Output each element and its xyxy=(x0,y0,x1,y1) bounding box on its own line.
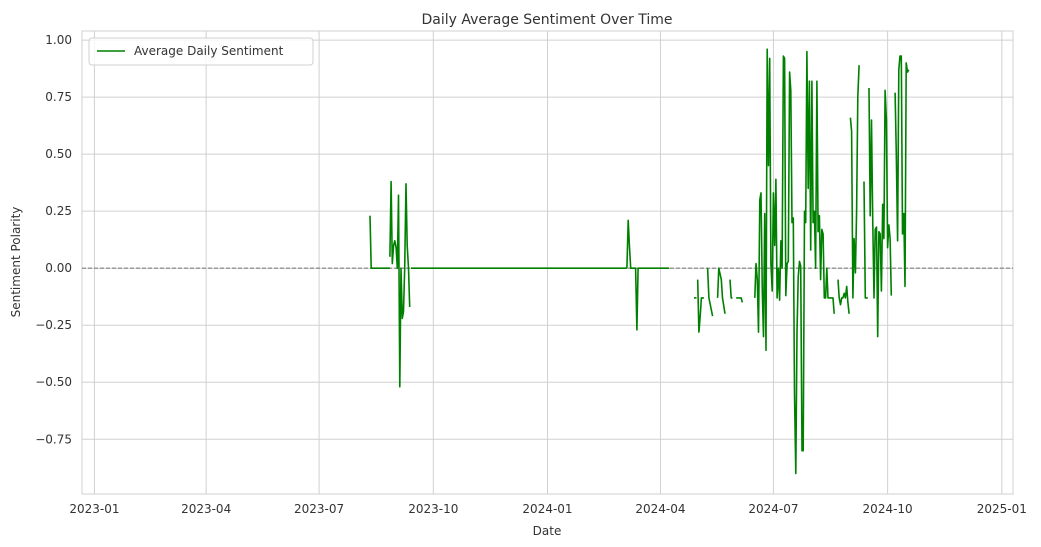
series-segment xyxy=(626,219,670,331)
series-segment xyxy=(706,268,714,317)
series-segment xyxy=(894,55,910,288)
tick-labels: 2023-01 2023-04 2023-07 2023-10 2024-01 2024-… xyxy=(35,33,1027,516)
y-tick-label: −0.75 xyxy=(35,432,72,446)
y-tick-label: 0.75 xyxy=(45,90,72,104)
legend-label: Average Daily Sentiment xyxy=(134,44,284,58)
series-segment xyxy=(863,181,868,299)
x-tick-label: 2024-04 xyxy=(635,502,685,516)
x-tick-label: 2023-07 xyxy=(294,502,344,516)
y-tick-label: 0.50 xyxy=(45,147,72,161)
series-segment xyxy=(849,65,860,299)
y-axis-title: Sentiment Polarity xyxy=(9,207,23,318)
series-segment xyxy=(868,87,893,338)
series-segment xyxy=(716,267,726,314)
legend-box xyxy=(88,37,314,66)
x-tick-label: 2023-04 xyxy=(181,502,231,516)
series-segment xyxy=(729,279,733,299)
legend: Average Daily Sentiment xyxy=(88,37,314,66)
x-tick-label: 2024-10 xyxy=(863,502,913,516)
y-tick-label: 0.00 xyxy=(45,261,72,275)
y-tick-label: 1.00 xyxy=(45,33,72,47)
x-tick-label: 2024-07 xyxy=(748,502,798,516)
series-segment xyxy=(369,215,390,270)
series-segment xyxy=(696,279,704,333)
y-tick-label: 0.25 xyxy=(45,204,72,218)
x-tick-label: 2024-01 xyxy=(522,502,572,516)
plot-area-frame xyxy=(81,30,1014,495)
y-tick-label: −0.25 xyxy=(35,318,72,332)
series-segment xyxy=(754,48,835,475)
x-tick-label: 2025-01 xyxy=(977,502,1027,516)
series-segment xyxy=(837,279,850,314)
x-tick-label: 2023-01 xyxy=(69,502,119,516)
series-line xyxy=(369,48,910,475)
chart-title: Daily Average Sentiment Over Time xyxy=(421,12,672,28)
x-tick-label: 2023-10 xyxy=(408,502,458,516)
x-axis-title: Date xyxy=(533,524,562,538)
y-tick-label: −0.50 xyxy=(35,375,72,389)
series-segment xyxy=(736,297,744,303)
series-segment xyxy=(389,180,411,388)
